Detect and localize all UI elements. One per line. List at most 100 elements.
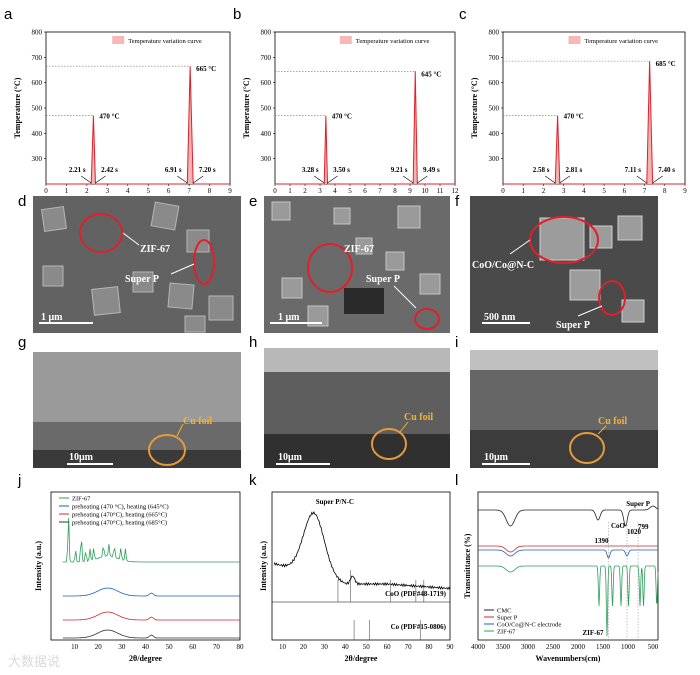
chart-c-time-label: 2.81 s <box>565 166 582 174</box>
panel-letter-a: a <box>4 6 13 23</box>
chart-c-xtick-label: 3 <box>562 187 566 195</box>
chart-a-xtick-label: 3 <box>106 187 110 195</box>
chart-j-series-line <box>62 611 240 621</box>
chart-c-xtick-label: 1 <box>521 187 525 195</box>
chart-l-xtick-label: 1500 <box>596 643 611 651</box>
chart-k-series-line <box>273 511 451 591</box>
chart-a-time-arrow <box>95 175 106 184</box>
watermark: 大数据说 <box>8 655 61 670</box>
chart-b-xtick-label: 11 <box>437 187 444 195</box>
chart-l-annotation-799: 799 <box>638 523 649 531</box>
chart-a-peak-label: 665 °C <box>196 65 216 73</box>
chart-j-series-line <box>62 587 240 597</box>
chart-b-ytick-label: 700 <box>261 54 272 62</box>
panel-letter-l: l <box>455 472 459 489</box>
sem-d-svg: ZIF-67 Super P 1 μm <box>33 196 241 333</box>
sem-image-g: Cu foil 10μm <box>33 338 241 468</box>
chart-l-legend-label: CoO/Co@N-C electrode <box>497 622 561 629</box>
chart-b-ytick-label: 400 <box>261 130 272 138</box>
chart-b-peak-label: 645 °C <box>421 70 441 78</box>
sem-image-d: ZIF-67 Super P 1 μm <box>33 196 241 333</box>
panel-letter-j: j <box>18 472 22 489</box>
sem-f-label-coo: CoO/Co@N-C <box>472 260 534 271</box>
chart-j-xtick-label: 30 <box>118 643 126 651</box>
chart-b-time-arrow <box>314 175 325 184</box>
sem-e-svg: ZIF-67 Super P 1 μm <box>264 196 450 333</box>
chart-a-peak-label: 470 °C <box>99 113 119 121</box>
chart-b-legend-label: Temperature variation curve <box>356 38 430 45</box>
panel-letter-c: c <box>459 6 467 23</box>
chart-b-xtick-label: 12 <box>452 187 460 195</box>
chart-k-xtick-label: 90 <box>447 643 455 651</box>
chart-b-xtick-label: 10 <box>422 187 430 195</box>
chart-j-series-line <box>62 517 240 563</box>
chart-k-xtick-label: 40 <box>342 643 350 651</box>
sem-image-h: Cu foil 10μm <box>264 338 450 468</box>
chart-c-time-arrow <box>545 175 556 184</box>
chart-a-time-label: 2.42 s <box>101 166 118 174</box>
chart-b-legend-swatch <box>339 36 352 44</box>
chart-a-frame <box>45 31 231 185</box>
chart-a-xtick-label: 1 <box>65 187 69 195</box>
panel-letter-f: f <box>455 193 460 210</box>
chart-c-ytick-label: 600 <box>489 79 500 87</box>
chart-a-time-arrow <box>193 175 204 184</box>
chart-b-xtick-label: 4 <box>333 187 337 195</box>
chart-j-series-line <box>62 629 240 639</box>
chart-c-xtick-label: 8 <box>663 187 667 195</box>
chart-a-ytick-label: 500 <box>32 105 43 113</box>
chart-k-xtick-label: 50 <box>363 643 371 651</box>
chart-b-time-arrow <box>327 175 338 184</box>
chart-a-xtick-label: 2 <box>85 187 89 195</box>
chart-b-ylabel: Temperature (°C) <box>242 77 251 138</box>
chart-a-legend-label: Temperature variation curve <box>128 38 202 45</box>
panel-letter-d: d <box>18 193 27 210</box>
chart-b-peak-label: 470 °C <box>332 113 352 121</box>
chart-l-annotation-coo: CoO <box>611 522 626 530</box>
chart-b-xtick-label: 3 <box>318 187 322 195</box>
chart-a-ytick-label: 400 <box>32 130 43 138</box>
chart-j-xtick-label: 70 <box>213 643 221 651</box>
sem-i-scale-bar: 10μm <box>484 452 509 463</box>
chart-j-xtick-label: 80 <box>237 643 245 651</box>
sem-e-label-zif: ZIF-67 <box>344 244 374 255</box>
panel-letter-k: k <box>249 472 257 489</box>
chart-c-ytick-label: 500 <box>489 105 500 113</box>
chart-l-xlabel: Wavenumbers(cm) <box>536 654 601 663</box>
chart-c-peak-label: 685 °C <box>656 60 676 68</box>
chart-j-legend-label: ZIF-67 <box>72 496 91 503</box>
chart-c-ytick-label: 700 <box>489 54 500 62</box>
chart-j-xlabel: 2θ/degree <box>129 654 162 663</box>
chart-l-xtick-label: 2000 <box>571 643 586 651</box>
chart-a: 0123456789300400500600700800Time (s)Temp… <box>13 29 232 209</box>
chart-a-legend-swatch <box>112 36 125 44</box>
chart-a-ytick-label: 600 <box>32 79 43 87</box>
chart-a-ytick-label: 700 <box>32 54 43 62</box>
sem-d-circle-zif <box>79 213 123 253</box>
chart-b-time-label: 3.50 s <box>333 166 350 174</box>
chart-c-time-arrow <box>652 175 663 184</box>
chart-k-xtick-label: 10 <box>279 643 287 651</box>
chart-j-xtick-label: 60 <box>189 643 197 651</box>
chart-l-annotation-zif: ZIF-67 <box>583 629 605 637</box>
sem-g-circle-cu <box>148 434 186 466</box>
sem-e-scale-bar: 1 μm <box>278 312 300 323</box>
sem-e-circle-zif <box>307 243 353 293</box>
chart-k-xtick-label: 60 <box>384 643 392 651</box>
panel-letter-b: b <box>233 6 242 23</box>
chart-b-frame <box>274 31 456 185</box>
chart-b-time-label: 9.21 s <box>391 166 408 174</box>
chart-b-xtick-label: 8 <box>393 187 397 195</box>
chart-c-series-line <box>503 61 685 185</box>
sem-i-circle-cu <box>569 432 605 464</box>
chart-l-series-line <box>478 545 658 553</box>
chart-l-annotation-1020: 1020 <box>627 528 642 536</box>
sem-d-circle-superp <box>193 239 215 285</box>
sem-h-label-cu: Cu foil <box>404 412 433 423</box>
chart-b-xtick-label: 0 <box>273 187 277 195</box>
chart-k: 10 20 30 40 50 60 70 80 90 2θ/degree Intensity (a.… <box>259 491 455 663</box>
chart-b-ytick-label: 500 <box>261 105 272 113</box>
chart-c-xtick-label: 2 <box>542 187 546 195</box>
sem-image-i: Cu foil 10μm <box>470 338 658 468</box>
